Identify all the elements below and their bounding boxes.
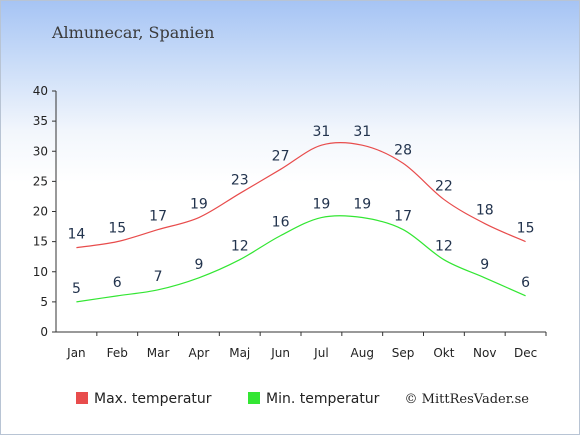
- x-tick-label: Jan: [66, 346, 86, 360]
- y-tick-label: 15: [33, 235, 48, 249]
- legend: Max. temperatur Min. temperatur: [76, 391, 380, 407]
- data-label-min: 19: [353, 197, 371, 213]
- data-labels: 14 15 17 19 23 27 31 31 28 22 18 15 5 6 7 9 12 16 19 19 17 12…: [68, 124, 535, 297]
- data-label-max: 22: [435, 178, 453, 194]
- data-label-max: 17: [149, 209, 167, 225]
- series-line-max: [76, 141, 526, 249]
- data-label-min: 17: [394, 209, 412, 225]
- data-label-max: 19: [190, 197, 208, 213]
- series-layer: [76, 141, 526, 303]
- data-label-min: 7: [154, 269, 163, 285]
- x-tick-label: Aug: [351, 346, 374, 360]
- y-tick-label: 40: [33, 84, 48, 98]
- y-tick-label: 30: [33, 144, 48, 158]
- data-label-max: 23: [231, 172, 249, 188]
- x-tick-label: Jun: [270, 346, 290, 360]
- x-tick-label: Sep: [392, 346, 415, 360]
- data-label-min: 9: [480, 257, 489, 273]
- y-tick-label: 5: [40, 295, 48, 309]
- series-line-min: [76, 215, 526, 303]
- x-tick-label: Jul: [313, 346, 328, 360]
- legend-label-max: Max. temperatur: [94, 391, 212, 407]
- data-label-min: 9: [194, 257, 203, 273]
- data-label-min: 16: [272, 215, 290, 231]
- data-label-min: 6: [113, 275, 122, 291]
- data-label-min: 12: [231, 239, 249, 255]
- data-label-max: 28: [394, 142, 412, 158]
- data-label-min: 5: [72, 281, 81, 297]
- x-tick-label: Maj: [229, 346, 250, 360]
- data-label-max: 15: [108, 221, 126, 237]
- data-label-max: 27: [272, 148, 290, 164]
- y-tick-label: 10: [33, 265, 48, 279]
- data-label-min: 19: [313, 197, 331, 213]
- y-tick-label: 0: [40, 325, 48, 339]
- data-label-max: 15: [517, 221, 535, 237]
- y-tick-label: 35: [33, 114, 48, 128]
- x-tick-label: Dec: [514, 346, 537, 360]
- x-tick-label: Apr: [189, 346, 210, 360]
- legend-label-min: Min. temperatur: [266, 391, 380, 407]
- x-tick-label: Okt: [433, 346, 454, 360]
- data-label-min: 6: [521, 275, 530, 291]
- data-label-max: 31: [353, 124, 371, 140]
- axes: 0 5 10 15 20 25 30 35 40 Jan Feb Mar Apr Maj Jun Jul Aug…: [33, 84, 547, 360]
- data-label-max: 18: [476, 203, 494, 219]
- x-tick-label: Mar: [147, 346, 170, 360]
- data-label-max: 31: [313, 124, 331, 140]
- data-label-max: 14: [68, 227, 86, 243]
- y-tick-label: 20: [33, 205, 48, 219]
- x-tick-label: Feb: [107, 346, 128, 360]
- credit-text: © MittResVader.se: [405, 392, 530, 407]
- chart-title: Almunecar, Spanien: [51, 23, 214, 42]
- legend-swatch-max: [76, 392, 88, 404]
- y-tick-label: 25: [33, 174, 48, 188]
- x-tick-label: Nov: [473, 346, 496, 360]
- legend-swatch-min: [248, 392, 260, 404]
- data-label-min: 12: [435, 239, 453, 255]
